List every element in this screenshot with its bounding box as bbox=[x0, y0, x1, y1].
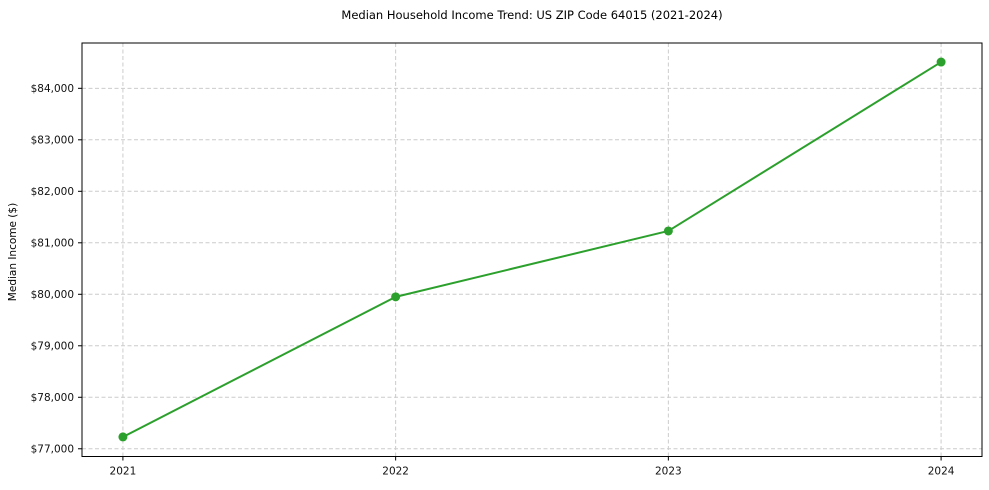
data-point-marker bbox=[663, 226, 673, 236]
plot-border bbox=[81, 42, 983, 457]
y-tick-label: $83,000 bbox=[31, 134, 74, 146]
y-tick-label: $80,000 bbox=[31, 289, 74, 301]
data-point-marker bbox=[118, 432, 128, 442]
y-tick-label: $78,000 bbox=[31, 392, 74, 404]
y-tick-label: $82,000 bbox=[31, 186, 74, 198]
x-tick-label: 2023 bbox=[655, 466, 682, 478]
trend-line bbox=[121, 61, 943, 438]
x-tick-label: 2022 bbox=[382, 466, 409, 478]
y-tick-label: $81,000 bbox=[31, 237, 74, 249]
data-point-marker bbox=[391, 292, 401, 302]
x-tick-label: 2024 bbox=[928, 466, 955, 478]
data-point-marker bbox=[936, 57, 946, 67]
y-tick-label: $84,000 bbox=[31, 83, 74, 95]
x-tick-label: 2021 bbox=[110, 466, 137, 478]
y-tick-label: $77,000 bbox=[31, 443, 74, 455]
chart-title: Median Household Income Trend: US ZIP Co… bbox=[341, 8, 723, 22]
y-tick-label: $79,000 bbox=[31, 340, 74, 352]
